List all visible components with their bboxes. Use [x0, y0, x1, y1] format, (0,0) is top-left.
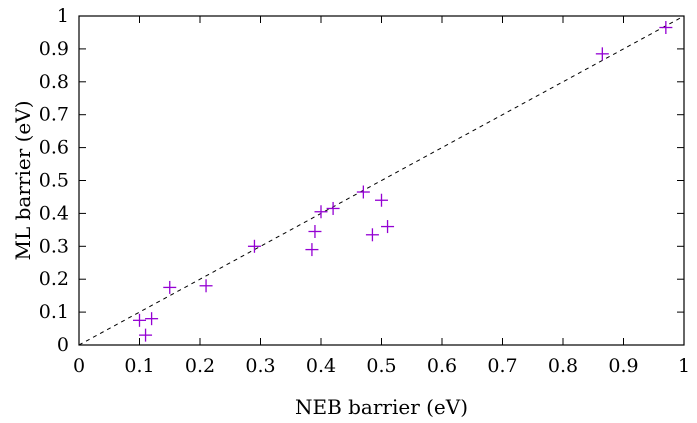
x-axis-label: NEB barrier (eV) [295, 395, 468, 419]
y-tick-label: 0.8 [39, 71, 69, 93]
y-tick-label: 0.7 [39, 104, 69, 126]
y-tick-label: 1 [57, 5, 69, 27]
y-tick-label: 0.6 [39, 137, 69, 159]
y-axis-label: ML barrier (eV) [11, 101, 35, 261]
data-point [139, 328, 153, 342]
reference-diagonal-line [78, 15, 685, 346]
plot-frame [78, 15, 685, 346]
y-tick-label: 0 [57, 334, 69, 356]
data-point [595, 47, 609, 61]
data-point [133, 313, 146, 327]
data-point [305, 243, 319, 257]
x-tick-label: 0 [73, 355, 85, 377]
data-point [381, 220, 395, 234]
x-tick-label: 0.7 [487, 355, 517, 377]
data-point [365, 228, 379, 242]
y-tick-label: 0.1 [39, 301, 69, 323]
data-point [659, 21, 673, 35]
data-point [145, 312, 159, 326]
data-point [375, 193, 388, 207]
x-tick-label: 0.8 [548, 355, 578, 377]
y-tick-label: 0.3 [39, 235, 69, 257]
y-tick-label: 0.9 [39, 38, 69, 60]
data-point [247, 239, 261, 253]
data-point [326, 201, 340, 215]
y-tick-label: 0.2 [39, 268, 69, 290]
x-tick-label: 0.2 [185, 355, 215, 377]
data-points [133, 21, 673, 342]
x-tick-label: 0.9 [608, 355, 638, 377]
x-tick-labels: 0 0.1 0.2 0.3 0.4 0.5 0.6 0.7 0.8 0.9 1 [73, 355, 690, 377]
y-tick-label: 0.5 [39, 170, 69, 192]
y-tick-labels: 0 0.1 0.2 0.3 0.4 0.5 0.6 0.7 0.8 0.9 1 [39, 5, 69, 356]
x-tick-label: 0.1 [124, 355, 154, 377]
y-tick-label: 0.4 [39, 202, 69, 224]
data-point [163, 280, 177, 294]
data-point [314, 205, 328, 219]
data-point [199, 279, 213, 293]
x-tick-label: 0.6 [427, 355, 457, 377]
data-point [356, 185, 370, 199]
x-tick-label: 0.4 [306, 355, 336, 377]
data-point [308, 224, 322, 238]
x-tick-label: 0.5 [366, 355, 396, 377]
x-tick-label: 0.3 [245, 355, 275, 377]
x-tick-label: 1 [678, 355, 690, 377]
